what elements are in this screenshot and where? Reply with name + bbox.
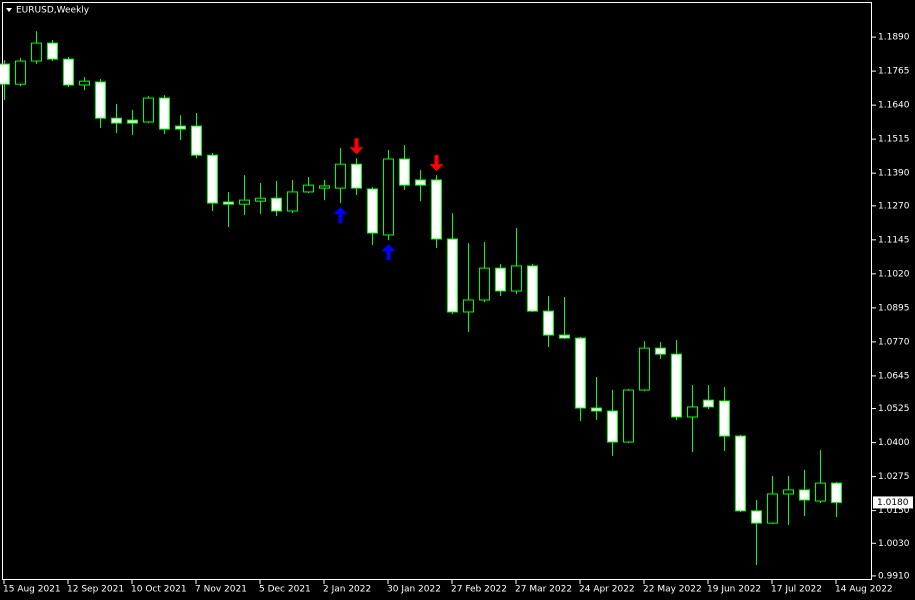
candle-body: [623, 389, 634, 443]
y-tick-label: 1.0895: [878, 303, 910, 313]
candle-body: [319, 185, 330, 189]
y-tick-label: 1.0150: [878, 506, 910, 516]
candle-body: [287, 191, 298, 212]
candle-body: [303, 184, 314, 193]
candle-body: [655, 347, 666, 355]
candle-body: [767, 493, 778, 524]
candle-body: [719, 400, 730, 437]
candle-body: [543, 310, 554, 336]
y-tick-label: 1.0030: [878, 539, 910, 549]
signal-up-arrow: [333, 207, 348, 224]
candle-body: [239, 199, 250, 205]
candle-body: [559, 334, 570, 339]
x-tick-label: 7 Nov 2021: [195, 585, 247, 595]
candle-body: [575, 337, 586, 409]
y-tick-label: 1.1515: [878, 135, 910, 145]
candle-body: [591, 407, 602, 412]
candle-body: [447, 238, 458, 313]
x-tick-label: 12 Sep 2021: [67, 585, 124, 595]
x-tick-label: 2 Jan 2022: [323, 585, 371, 595]
x-tick-label: 19 Jun 2022: [707, 585, 761, 595]
y-tick-label: 1.1390: [878, 169, 910, 179]
candle-body: [383, 158, 394, 236]
y-tick-label: 1.1640: [878, 101, 910, 111]
candle-body: [799, 489, 810, 501]
candle-body: [175, 125, 186, 130]
candle-body: [159, 97, 170, 130]
candle-body: [191, 125, 202, 156]
y-tick-label: 1.0275: [878, 472, 910, 482]
candle-body: [127, 119, 138, 124]
y-tick-label: 1.0645: [878, 371, 910, 381]
title-dropdown[interactable]: [6, 8, 12, 12]
candle-body: [735, 435, 746, 512]
candle-body: [367, 188, 378, 234]
y-tick-label: 1.1270: [878, 201, 910, 211]
x-tick-label: 10 Oct 2021: [131, 585, 187, 595]
candle-body: [639, 347, 650, 391]
candle-body: [703, 399, 714, 408]
y-tick-label: 1.1890: [878, 33, 910, 43]
signal-down-arrow: [349, 138, 364, 155]
last-price-label: 1.0180: [877, 498, 909, 508]
candle-body: [207, 154, 218, 204]
candle-body: [479, 267, 490, 301]
y-tick-label: 1.1020: [878, 269, 910, 279]
candle-body: [415, 179, 426, 186]
x-tick-label: 15 Aug 2021: [3, 585, 61, 595]
y-tick-label: 1.0400: [878, 438, 910, 448]
candle-body: [495, 267, 506, 292]
candle-body: [831, 482, 842, 503]
candle-body: [63, 58, 74, 86]
candle-body: [607, 410, 618, 443]
y-tick-label: 1.0525: [878, 404, 910, 414]
x-tick-label: 22 May 2022: [643, 585, 702, 595]
candle-body: [751, 510, 762, 524]
candle-body: [271, 197, 282, 212]
candle-body: [111, 117, 122, 124]
candle-body: [431, 179, 442, 240]
candle-body: [511, 265, 522, 292]
last-price-box: [873, 496, 913, 509]
candle-body: [255, 197, 266, 202]
x-tick-label: 17 Jul 2022: [771, 585, 822, 595]
candle-body: [79, 80, 90, 86]
signal-down-arrow: [429, 155, 444, 172]
candle-body: [335, 163, 346, 189]
candle-body: [783, 489, 794, 495]
y-tick-label: 1.1145: [878, 235, 910, 245]
candle-body: [399, 158, 410, 186]
candle-body: [671, 353, 682, 418]
candle-body: [95, 81, 106, 119]
plot-frame: [2, 2, 872, 580]
x-tick-label: 5 Dec 2021: [259, 585, 311, 595]
candle-body: [223, 201, 234, 205]
candle-body: [463, 299, 474, 313]
x-tick-label: 27 Feb 2022: [451, 585, 507, 595]
chart-title: EURUSD,Weekly: [16, 6, 90, 16]
y-tick-label: 1.1765: [878, 67, 910, 77]
candle-body: [0, 63, 10, 85]
x-tick-label: 27 Mar 2022: [515, 585, 572, 595]
signal-up-arrow: [381, 244, 396, 261]
candle-body: [47, 42, 58, 60]
candle-body: [815, 482, 826, 502]
candle-body: [143, 97, 154, 123]
x-tick-label: 30 Jan 2022: [387, 585, 441, 595]
y-tick-label: 1.0770: [878, 337, 910, 347]
y-tick-label: 0.9910: [878, 571, 910, 581]
x-tick-label: 14 Aug 2022: [835, 585, 893, 595]
candle-body: [687, 406, 698, 418]
candle-body: [15, 60, 26, 85]
candle-body: [31, 42, 42, 62]
candle-body: [351, 163, 362, 189]
x-tick-label: 24 Apr 2022: [579, 585, 635, 595]
candle-body: [527, 265, 538, 312]
